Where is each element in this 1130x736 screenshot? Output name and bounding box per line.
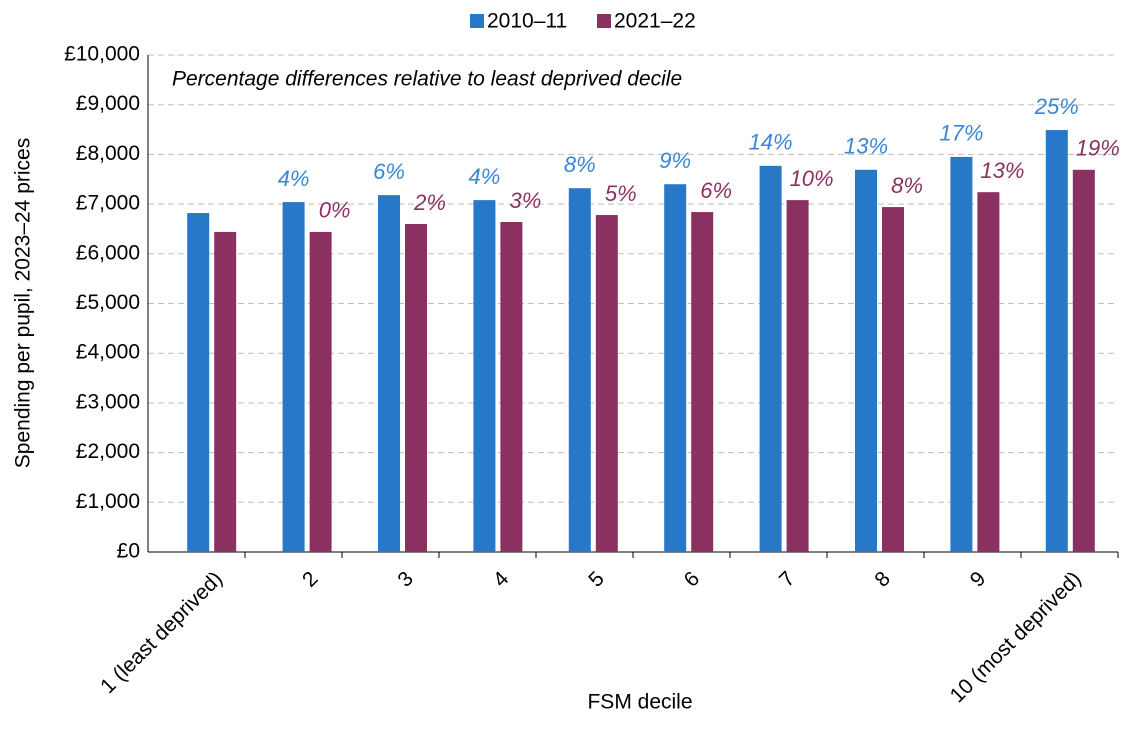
data-label: 3% [510,188,542,213]
y-tick-label: £0 [117,540,140,563]
y-tick-label: £10,000 [64,43,140,66]
bar [855,169,877,552]
bar [309,231,332,552]
bar [882,207,904,552]
legend-swatch [597,14,611,28]
bar [405,223,427,553]
bar [187,213,210,552]
data-label: 4% [469,164,501,189]
x-tick-label: 8 [870,567,895,592]
x-tick-label: 5 [584,567,609,592]
data-label: 6% [373,159,405,184]
bar [759,165,782,552]
data-label: 13% [980,158,1024,183]
bar [378,195,400,553]
data-label: 4% [278,166,310,191]
x-tick-label: 10 (most deprived) [946,567,1086,707]
data-label: 8% [564,152,596,177]
data-label: 14% [749,130,793,155]
data-label: 2% [413,190,446,215]
data-label: 25% [1034,94,1079,119]
y-tick-label: £4,000 [76,341,140,364]
bar [595,215,618,552]
x-axis-label: FSM decile [587,691,692,714]
y-tick-label: £6,000 [76,241,140,264]
bar [664,184,687,552]
data-label: 9% [659,148,691,173]
data-label: 13% [844,134,888,159]
y-tick-label: £9,000 [76,92,140,115]
bar [1072,169,1095,552]
data-label: 5% [605,181,637,206]
y-tick-label: £7,000 [76,192,140,215]
bar [214,231,237,552]
data-label: 17% [939,121,983,146]
bar [568,188,591,553]
x-tick-label: 2 [298,567,323,592]
bar [786,200,809,552]
y-axis-label: Spending per pupil, 2023–24 prices [12,138,35,468]
bar [282,202,305,552]
data-label: 8% [891,173,923,198]
x-tick-label: 3 [393,567,418,592]
y-tick-label: £3,000 [76,390,140,413]
annotation: Percentage differences relative to least… [172,68,682,91]
bar [1045,130,1068,552]
data-label: 19% [1076,136,1120,161]
bar [473,200,496,552]
y-tick-label: £1,000 [76,490,140,513]
bar [977,192,1000,552]
bar [691,212,714,552]
y-tick-label: £2,000 [76,440,140,463]
y-tick-label: £8,000 [76,142,140,165]
x-tick-label: 6 [680,567,705,592]
legend-label: 2010–11 [487,10,567,33]
data-label: 6% [700,178,732,203]
data-label: 0% [319,198,351,223]
bar [500,221,523,552]
data-label: 10% [790,166,834,191]
bar [950,156,973,552]
x-tick-label: 1 (least deprived) [96,567,227,698]
x-tick-label: 4 [489,567,514,592]
y-tick-label: £5,000 [76,291,140,314]
legend-swatch [470,14,484,28]
x-tick-label: 7 [775,567,800,592]
x-tick-label: 9 [966,567,991,592]
legend-label: 2021–22 [614,10,696,33]
